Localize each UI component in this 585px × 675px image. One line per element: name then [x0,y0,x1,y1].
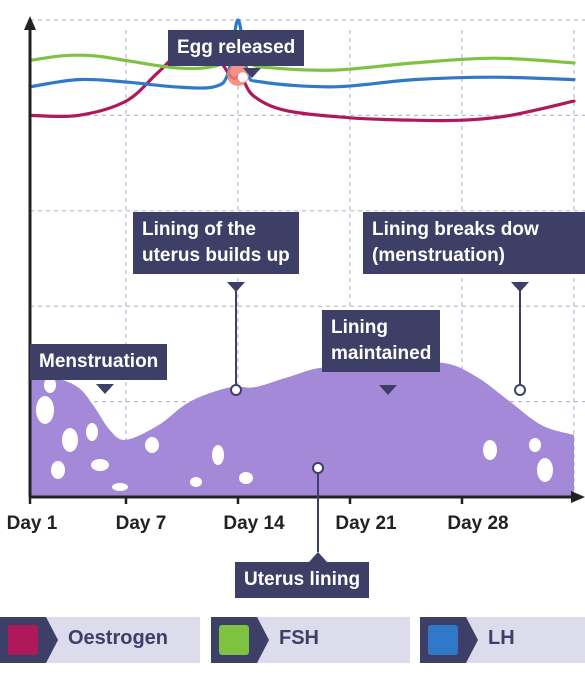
egg-icon [237,72,248,83]
uterus-lining-callout: Uterus lining [235,562,370,598]
lining-maintained-callout: Lining maintained [322,310,441,372]
legend-arrow [257,617,269,663]
lining-breaks-down-pointer [511,282,529,292]
lining-breaks-down-callout: Lining breaks dow (menstruation) [363,212,585,274]
lining-texture-hole [537,458,553,482]
lining-texture-hole [51,461,65,479]
legend-swatch-oestrogen [0,617,46,663]
legend-arrow [466,617,478,663]
lining-builds-up-pointer [227,282,245,292]
lining-texture-hole [239,472,253,484]
legend-color-fsh [219,625,249,655]
lining-texture-hole [91,459,109,471]
menstruation-pointer [96,384,114,394]
lining-texture-hole [62,428,78,452]
lining-texture-hole [86,423,98,441]
legend-swatch-fsh [211,617,257,663]
uterus-lining-area [30,362,574,497]
lining-texture-hole [44,377,56,393]
x-axis-arrow [571,491,585,503]
x-tick-label: Day 21 [335,513,397,534]
lining-texture-hole [483,440,497,460]
callout-pointers [96,68,529,562]
legend-label-fsh: FSH [279,627,319,649]
legend-color-oestrogen [8,625,38,655]
lining-texture-hole [529,438,541,452]
menstruation-callout: Menstruation [30,344,168,380]
x-tick-label: Day 14 [223,513,285,534]
legend-color-lh [428,625,458,655]
legend-arrow [46,617,58,663]
y-axis-arrow [24,16,36,30]
lining-breaks-down-leader-dot [514,384,526,396]
egg-released-callout: Egg released [168,30,305,66]
lining-texture-hole [190,477,202,487]
x-tick-label: Day 1 [6,513,58,534]
lining-texture-hole [212,445,224,465]
legend-swatch-lh [420,617,466,663]
uterus-lining-leader-dot [312,462,324,474]
lining-builds-up-leader-dot [230,384,242,396]
legend-item-oestrogen: Oestrogen [0,617,200,663]
lining-texture-hole [145,437,159,453]
legend-label-oestrogen: Oestrogen [68,627,169,649]
x-tick-label: Day 7 [115,513,167,534]
axes [24,16,585,504]
legend-item-fsh: FSH [211,617,410,663]
egg-released-pointer [243,68,261,78]
lining-texture-hole [36,396,54,424]
lining-builds-up-callout: Lining of the uterus builds up [133,212,299,274]
lining-texture-hole [112,483,128,491]
x-tick-label: Day 28 [447,513,509,534]
series-line-lh [28,18,576,90]
legend-item-lh: LH [420,617,585,663]
legend-label-lh: LH [488,627,515,649]
uterus-lining-fill [30,362,574,497]
lining-maintained-pointer [379,385,397,395]
uterus-lining-pointer [309,552,327,562]
